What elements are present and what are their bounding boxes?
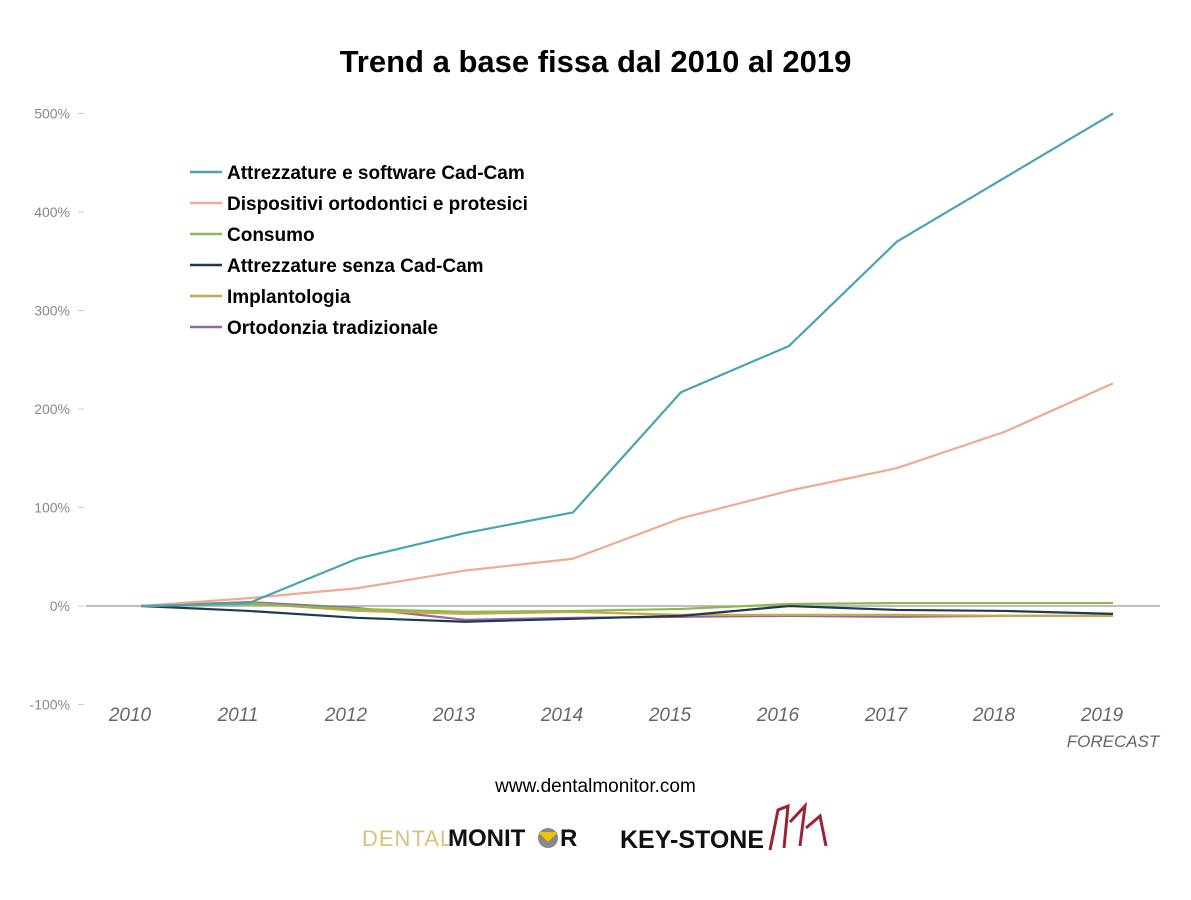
x-tick-label: 2010 (108, 705, 152, 726)
y-tick-label: 200% (34, 401, 70, 417)
series-line-dispositivi-ortodontici-e-protesici (140, 382, 1114, 608)
svg-text:MONIT: MONIT (448, 825, 526, 852)
x-tick-label: 2016 (756, 705, 800, 726)
keystone-logo: KEY-STONE (620, 802, 828, 854)
series-line-attrezzature-senza-cad-cam (140, 604, 1114, 623)
x-tick-label: 2014 (540, 705, 583, 726)
x-tick-label: 2013 (432, 705, 476, 726)
x-tick-label: 2012 (324, 705, 368, 726)
line-chart: -100% 0% 100% 200% 300% 400% 500% 2010 2011 2012 2… (30, 106, 1161, 752)
legend-label: Consumo (227, 225, 315, 246)
series-line-attrezzature-e-software-cad-cam (140, 112, 1114, 608)
chart-title: Trend a base fissa dal 2010 al 2019 (339, 44, 852, 79)
y-tick-label: 300% (34, 303, 70, 319)
x-tick-sublabel: FORECAST (1067, 732, 1161, 751)
legend-label: Implantologia (227, 287, 351, 308)
y-tick-label: 500% (34, 106, 70, 122)
y-tick-label: 100% (34, 500, 70, 516)
series-line-consumo (140, 601, 1113, 614)
y-tick-label: 400% (34, 204, 70, 220)
x-tick-label: 2017 (864, 705, 909, 726)
x-tick-label: 2019 (1080, 705, 1124, 726)
x-tick-label: 2015 (648, 705, 692, 726)
x-tick-label: 2011 (217, 705, 259, 726)
x-tick-label: 2018 (972, 705, 1016, 726)
logos: DENTAL MONIT R KEY-STONE (362, 802, 828, 854)
y-tick-label: 0% (50, 598, 70, 614)
svg-text:DENTAL: DENTAL (362, 826, 453, 851)
legend-label: Dispositivi ortodontici e protesici (227, 194, 528, 215)
legend-label: Ortodonzia tradizionale (227, 318, 438, 339)
dental-monitor-logo: DENTAL MONIT R (362, 825, 577, 852)
website-url: www.dentalmonitor.com (495, 776, 696, 797)
legend-label: Attrezzature senza Cad-Cam (227, 256, 484, 277)
legend-label: Attrezzature e software Cad-Cam (227, 163, 525, 184)
y-tick-label: -100% (30, 697, 70, 713)
svg-text:KEY-STONE: KEY-STONE (620, 826, 764, 854)
svg-text:R: R (560, 825, 577, 852)
